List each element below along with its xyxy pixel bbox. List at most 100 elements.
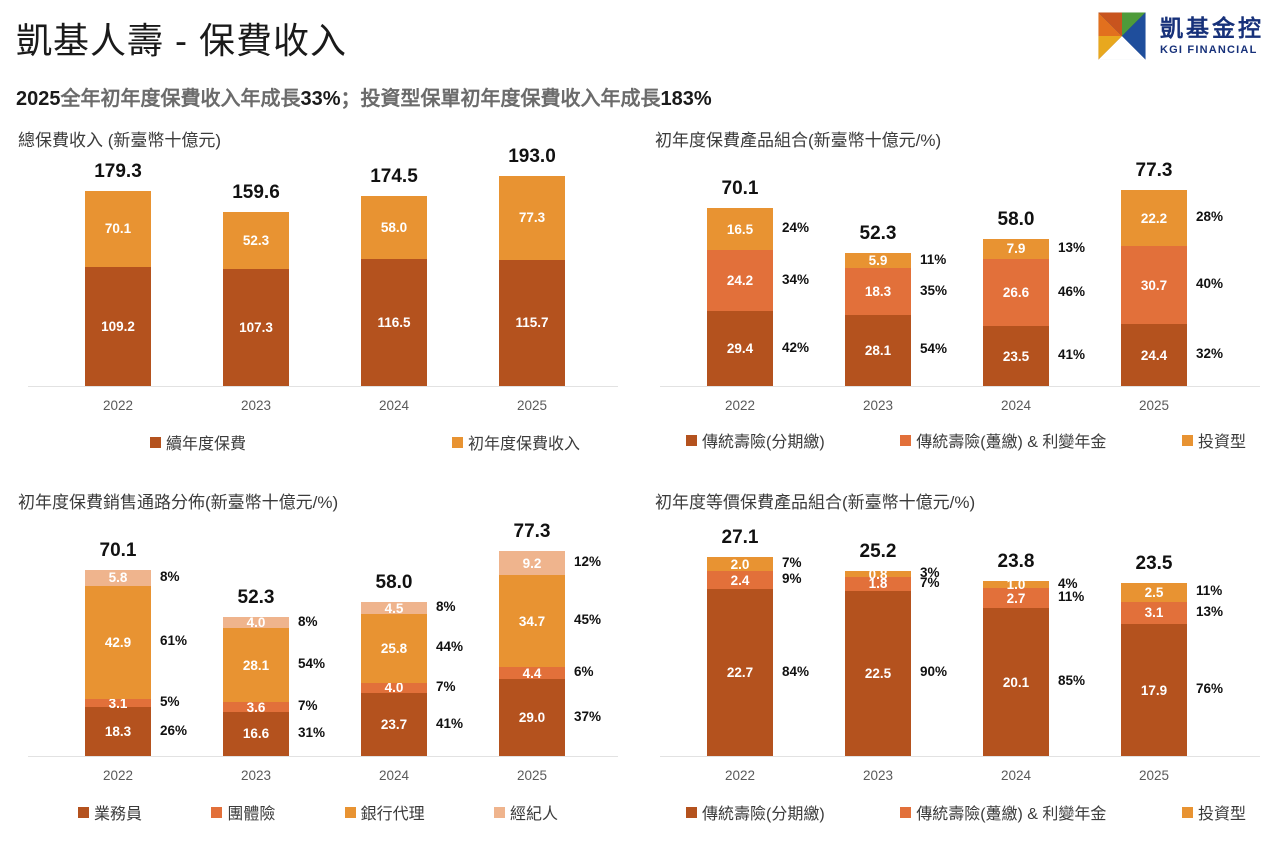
bar-percent-label: 41% xyxy=(436,715,464,731)
legend-label: 投資型 xyxy=(1197,806,1246,823)
bar-value-label: 34.7 xyxy=(518,613,546,629)
bar-percent-label: 40% xyxy=(1196,276,1224,292)
bar-percent-label: 4% xyxy=(1058,575,1078,591)
bar-value-label: 0.8 xyxy=(868,566,888,582)
x-tick-label: 2025 xyxy=(1138,768,1170,783)
bar-value-label: 16.6 xyxy=(242,726,270,742)
x-axis-line xyxy=(660,386,1260,387)
bar-value-label: 58.0 xyxy=(380,219,408,235)
bar-value-label: 3.1 xyxy=(108,695,128,711)
bar-percent-label: 12% xyxy=(574,554,602,570)
bar-percent-label: 54% xyxy=(920,341,948,357)
bar-percent-label: 6% xyxy=(574,664,594,680)
bar-total-label: 58.0 xyxy=(375,572,413,594)
bar-percent-label: 41% xyxy=(1058,347,1086,363)
bar-segment: 116.5 xyxy=(361,259,427,386)
legend-item[interactable]: 傳統壽險(躉繳) & 利變年金 xyxy=(900,800,1106,824)
bar-percent-label: 76% xyxy=(1196,681,1224,697)
x-tick-label: 2024 xyxy=(1000,768,1032,783)
bar-segment: 115.7 xyxy=(499,259,565,386)
legend-item[interactable]: 傳統壽險(分期繳) xyxy=(686,800,825,824)
bar-total-label: 174.5 xyxy=(370,165,418,187)
bar-value-label: 2.0 xyxy=(730,556,750,572)
bar-segment: 107.3 xyxy=(223,269,289,386)
bar-total-label: 23.5 xyxy=(1135,553,1173,575)
bar-segment: 30.7 xyxy=(1121,246,1187,325)
bar-value-label: 17.9 xyxy=(1140,682,1168,698)
legend-label: 傳統壽險(分期繳) xyxy=(702,434,825,451)
bar-value-label: 9.2 xyxy=(522,555,542,571)
bar-percent-label: 28% xyxy=(1196,209,1224,225)
bar-segment: 42.9 xyxy=(85,585,151,700)
bar-value-label: 23.7 xyxy=(380,717,408,733)
bar-total-label: 52.3 xyxy=(237,587,275,609)
logo-name-en: KGI FINANCIAL xyxy=(1160,43,1258,56)
bar-value-label: 20.1 xyxy=(1002,674,1030,690)
bar-percent-label: 31% xyxy=(298,724,326,740)
bar-segment: 9.2 xyxy=(499,551,565,576)
legend-swatch-icon xyxy=(211,806,223,818)
bar-value-label: 70.1 xyxy=(104,221,132,237)
bar-segment: 28.1 xyxy=(223,627,289,703)
bar-percent-label: 46% xyxy=(1058,283,1086,299)
bar-value-label: 22.7 xyxy=(726,665,754,680)
bar-value-label: 24.4 xyxy=(1140,347,1168,363)
bar-total-label: 159.6 xyxy=(232,182,280,204)
bar-value-label: 2.7 xyxy=(1006,590,1026,606)
x-tick-label: 2025 xyxy=(1138,398,1170,413)
bar-value-label: 30.7 xyxy=(1140,277,1168,293)
legend-item[interactable]: 銀行代理 xyxy=(344,800,425,824)
legend-item[interactable]: 續年度保費 xyxy=(150,430,246,454)
legend-item[interactable]: 團體險 xyxy=(211,800,275,824)
bar-segment: 2.0 xyxy=(707,557,773,572)
x-axis-line xyxy=(28,756,618,757)
bar-percent-label: 8% xyxy=(298,613,318,629)
legend-item[interactable]: 傳統壽險(分期繳) xyxy=(686,428,825,452)
bar-percent-label: 54% xyxy=(298,656,326,672)
bar-segment: 29.4 xyxy=(707,311,773,386)
bar-value-label: 25.8 xyxy=(380,640,408,656)
bar-value-label: 7.9 xyxy=(1006,241,1026,257)
legend-swatch-icon xyxy=(493,806,505,818)
x-axis-line xyxy=(28,386,618,387)
bar-segment: 109.2 xyxy=(85,266,151,386)
bar-segment: 16.6 xyxy=(223,711,289,756)
kgi-diamond-icon xyxy=(1094,8,1150,64)
bar-segment: 2.5 xyxy=(1121,583,1187,602)
legend-item[interactable]: 投資型 xyxy=(1181,428,1246,452)
chart-legend-fyep-product-mix: 傳統壽險(分期繳) 傳統壽險(躉繳) & 利變年金 投資型 xyxy=(686,800,1246,824)
bar-total-label: 70.1 xyxy=(721,178,759,200)
chart-legend-fyp-channel-mix: 業務員 團體險 銀行代理 經紀人 xyxy=(78,800,558,824)
bar-percent-label: 32% xyxy=(1196,346,1224,362)
bar-segment: 3.6 xyxy=(223,700,289,715)
bar-percent-label: 8% xyxy=(160,568,180,584)
bar-segment: 77.3 xyxy=(499,175,565,260)
bar-segment: 25.8 xyxy=(361,614,427,683)
bar-segment: 2.4 xyxy=(707,571,773,590)
bar-total-label: 193.0 xyxy=(508,145,556,167)
bar-segment: 7.9 xyxy=(983,238,1049,259)
legend-item[interactable]: 業務員 xyxy=(78,800,142,824)
chart-legend-fyp-product-mix: 傳統壽險(分期繳) 傳統壽險(躉繳) & 利變年金 投資型 xyxy=(686,428,1246,452)
legend-label: 銀行代理 xyxy=(360,806,425,823)
bar-value-label: 4.4 xyxy=(522,665,542,681)
bar-percent-label: 13% xyxy=(1196,603,1224,619)
legend-swatch-icon xyxy=(78,806,89,818)
legend-item[interactable]: 經紀人 xyxy=(493,800,558,824)
bar-percent-label: 24% xyxy=(782,220,810,236)
legend-item[interactable]: 傳統壽險(躉繳) & 利變年金 xyxy=(900,428,1106,452)
legend-label: 傳統壽險(躉繳) & 利變年金 xyxy=(916,434,1107,451)
legend-item[interactable]: 初年度保費收入 xyxy=(451,430,580,454)
x-tick-label: 2023 xyxy=(862,398,894,413)
bar-value-label: 42.9 xyxy=(104,634,132,650)
bar-total-label: 179.3 xyxy=(94,160,142,182)
bar-value-label: 26.6 xyxy=(1002,285,1030,301)
bar-percent-label: 11% xyxy=(1196,583,1223,599)
bar-value-label: 107.3 xyxy=(239,320,273,335)
bar-segment: 17.9 xyxy=(1121,624,1187,756)
legend-item[interactable]: 投資型 xyxy=(1181,800,1246,824)
legend-label: 經紀人 xyxy=(509,806,558,823)
